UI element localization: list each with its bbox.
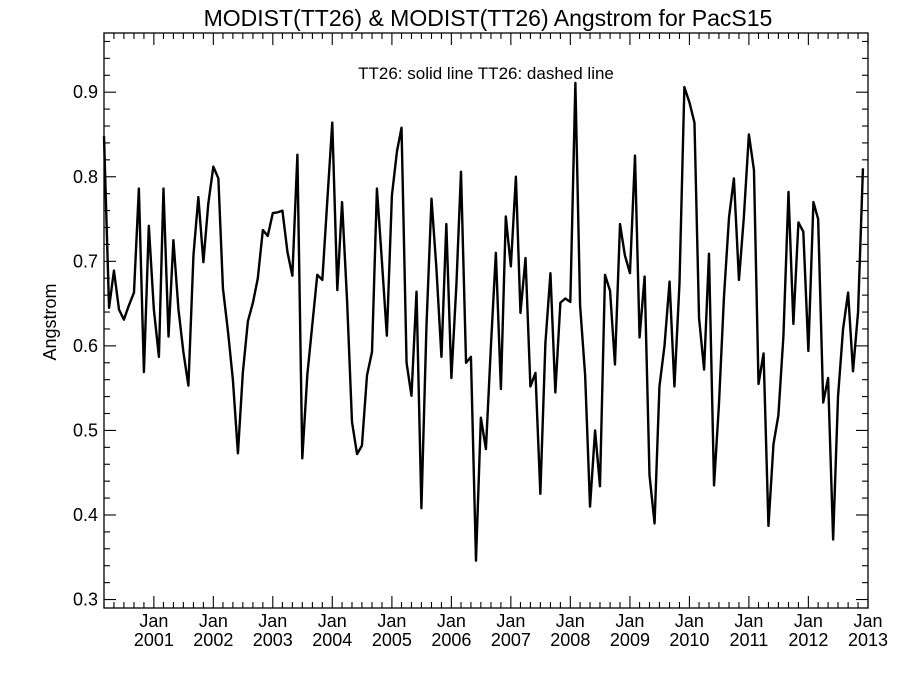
x-tick-month-label: Jan	[377, 611, 406, 631]
x-tick-year-label: 2011	[730, 630, 769, 650]
y-tick-label: 0.4	[73, 505, 98, 525]
y-axis: 0.3 0.4 0.5 0.6 0.7 0.8 0.9	[73, 40, 868, 610]
x-tick-month-label: Jan	[794, 611, 823, 631]
x-tick-month-label: Jan	[496, 611, 525, 631]
plot-frame	[103, 32, 869, 609]
x-tick-year-label: 2012	[788, 630, 828, 650]
x-tick-month-label: Jan	[318, 611, 347, 631]
x-tick-year-label: 2003	[253, 630, 293, 650]
x-tick-month-label: Jan	[258, 611, 287, 631]
x-tick-month-label: Jan	[734, 611, 763, 631]
x-tick-year-label: 2007	[491, 630, 531, 650]
x-tick-month-label: Jan	[556, 611, 585, 631]
y-tick-label: 0.9	[73, 82, 98, 102]
x-tick-year-label: 2002	[193, 630, 233, 650]
x-tick-month-label: Jan	[437, 611, 466, 631]
x-tick-year-label: 2004	[312, 630, 352, 650]
x-tick-month-label: Jan	[853, 611, 882, 631]
x-tick-month-label: Jan	[675, 611, 704, 631]
x-axis: Jan2001Jan2002Jan2003Jan2004Jan2005Jan20…	[103, 33, 888, 650]
y-tick-label: 0.5	[73, 420, 98, 440]
y-tick-label: 0.7	[73, 251, 98, 271]
chart-title: MODIST(TT26) & MODIST(TT26) Angstrom for…	[204, 5, 773, 31]
y-tick-label: 0.6	[73, 336, 98, 356]
x-tick-month-label: Jan	[199, 611, 228, 631]
x-tick-year-label: 2013	[848, 630, 888, 650]
x-tick-year-label: 2010	[669, 630, 709, 650]
series-group	[102, 81, 865, 562]
series-line	[102, 81, 865, 562]
x-tick-month-label: Jan	[615, 611, 644, 631]
x-tick-year-label: 2005	[372, 630, 412, 650]
x-tick-year-label: 2006	[431, 630, 471, 650]
y-tick-label: 0.8	[73, 167, 98, 187]
x-tick-year-label: 2008	[550, 630, 590, 650]
y-tick-label: 0.3	[73, 590, 98, 610]
x-tick-month-label: Jan	[139, 611, 168, 631]
x-tick-year-label: 2001	[134, 630, 174, 650]
y-axis-label: Angstrom	[40, 283, 60, 360]
x-tick-year-label: 2009	[610, 630, 650, 650]
legend-annotation: TT26: solid line TT26: dashed line	[358, 64, 614, 83]
